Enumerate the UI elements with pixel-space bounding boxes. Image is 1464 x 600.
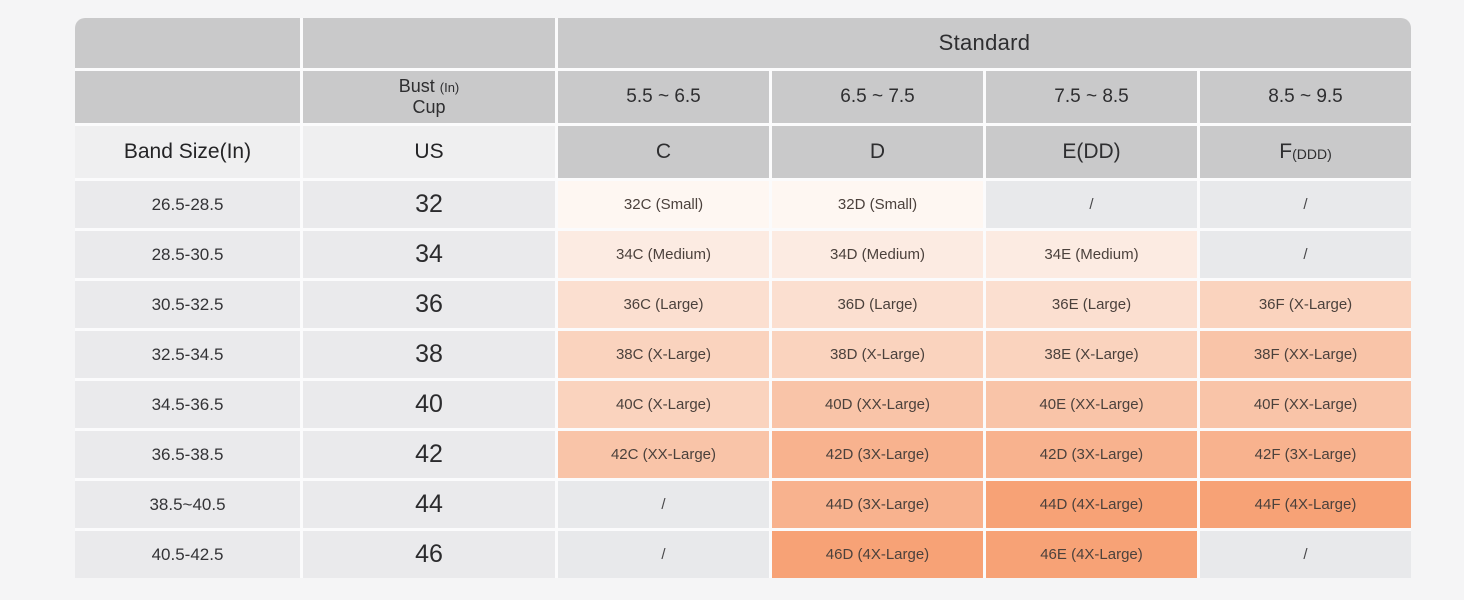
band-size-cell: 28.5-30.5 <box>75 231 300 278</box>
size-cell: 46E (4X-Large) <box>986 531 1197 578</box>
band-size-cell: 32.5-34.5 <box>75 331 300 378</box>
size-cell: 32C (Small) <box>558 181 769 228</box>
cup-column-header: F (DDD) <box>1200 126 1411 178</box>
size-cell: 36E (Large) <box>986 281 1197 328</box>
size-cell: 38D (X-Large) <box>772 331 983 378</box>
size-cell: 42D (3X-Large) <box>772 431 983 478</box>
us-size-cell: 40 <box>303 381 555 428</box>
band-size-cell: 34.5-36.5 <box>75 381 300 428</box>
size-cell: 38E (X-Large) <box>986 331 1197 378</box>
us-size-cell: 42 <box>303 431 555 478</box>
size-cell: 40C (X-Large) <box>558 381 769 428</box>
size-cell: 44F (4X-Large) <box>1200 481 1411 528</box>
header-spacer-cell <box>303 18 555 68</box>
cup-range-header: 6.5 ~ 7.5 <box>772 71 983 123</box>
cup-range-header: 7.5 ~ 8.5 <box>986 71 1197 123</box>
size-cell: 32D (Small) <box>772 181 983 228</box>
us-size-cell: 36 <box>303 281 555 328</box>
empty-cell: / <box>1200 231 1411 278</box>
us-size-cell: 34 <box>303 231 555 278</box>
us-header: US <box>303 126 555 178</box>
empty-cell: / <box>1200 531 1411 578</box>
size-cell: 40D (XX-Large) <box>772 381 983 428</box>
size-cell: 36C (Large) <box>558 281 769 328</box>
size-cell: 34D (Medium) <box>772 231 983 278</box>
standard-header: Standard <box>558 18 1411 68</box>
size-cell: 46D (4X-Large) <box>772 531 983 578</box>
empty-cell: / <box>558 481 769 528</box>
band-size-cell: 40.5-42.5 <box>75 531 300 578</box>
size-chart-table: Standard Bust (In) Cup 5.5 ~ 6.5 6.5 ~ 7… <box>75 18 1411 578</box>
size-cell: 44D (3X-Large) <box>772 481 983 528</box>
us-size-cell: 32 <box>303 181 555 228</box>
band-size-header: Band Size(In) <box>75 126 300 178</box>
cup-range-header: 8.5 ~ 9.5 <box>1200 71 1411 123</box>
cup-column-header: E(DD) <box>986 126 1197 178</box>
size-cell: 42F (3X-Large) <box>1200 431 1411 478</box>
empty-cell: / <box>1200 181 1411 228</box>
us-size-cell: 38 <box>303 331 555 378</box>
us-size-cell: 46 <box>303 531 555 578</box>
size-cell: 36F (X-Large) <box>1200 281 1411 328</box>
empty-cell: / <box>986 181 1197 228</box>
size-cell: 40E (XX-Large) <box>986 381 1197 428</box>
size-cell: 38C (X-Large) <box>558 331 769 378</box>
us-size-cell: 44 <box>303 481 555 528</box>
cup-column-header: C <box>558 126 769 178</box>
cup-range-header: 5.5 ~ 6.5 <box>558 71 769 123</box>
band-size-cell: 26.5-28.5 <box>75 181 300 228</box>
bust-cup-header: Bust (In) Cup <box>303 71 555 123</box>
header-spacer-cell <box>75 71 300 123</box>
band-size-cell: 36.5-38.5 <box>75 431 300 478</box>
header-spacer-cell <box>75 18 300 68</box>
size-cell: 40F (XX-Large) <box>1200 381 1411 428</box>
size-cell: 34E (Medium) <box>986 231 1197 278</box>
size-cell: 42C (XX-Large) <box>558 431 769 478</box>
bust-label: Bust (In) <box>398 76 460 97</box>
size-cell: 38F (XX-Large) <box>1200 331 1411 378</box>
size-cell: 44D (4X-Large) <box>986 481 1197 528</box>
band-size-cell: 38.5~40.5 <box>75 481 300 528</box>
cup-label: Cup <box>412 97 446 117</box>
size-cell: 42D (3X-Large) <box>986 431 1197 478</box>
size-cell: 36D (Large) <box>772 281 983 328</box>
bust-unit-label: (In) <box>439 80 460 96</box>
size-cell: 34C (Medium) <box>558 231 769 278</box>
empty-cell: / <box>558 531 769 578</box>
cup-column-header: D <box>772 126 983 178</box>
band-size-cell: 30.5-32.5 <box>75 281 300 328</box>
